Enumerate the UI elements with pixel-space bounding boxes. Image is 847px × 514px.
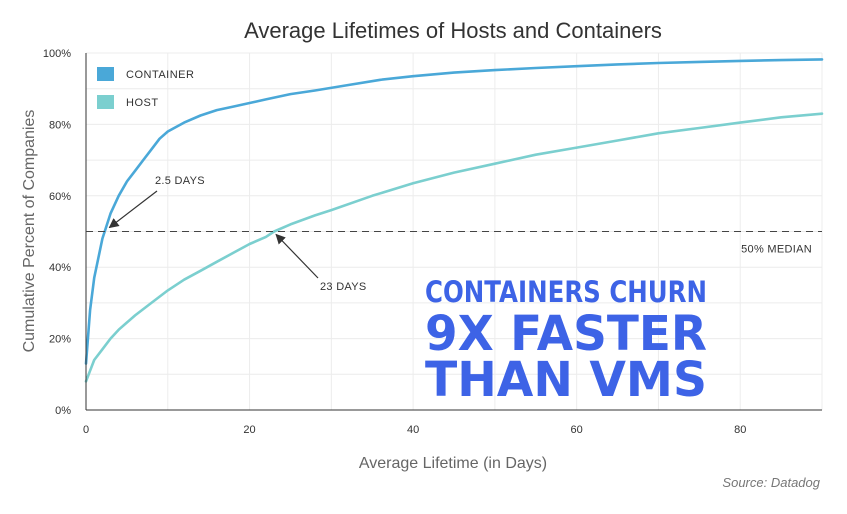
- callout: CONTAINERS CHURN 9X FASTER THAN VMS: [425, 275, 707, 408]
- callout-line-1: CONTAINERS CHURN: [425, 275, 707, 309]
- y-tick-label: 40%: [49, 262, 71, 274]
- y-tick-label: 100%: [43, 48, 71, 60]
- series-line-container: [84, 58, 824, 365]
- annotation-23-days: 23 DAYS: [320, 281, 367, 293]
- legend-swatch-container: [97, 67, 114, 81]
- x-tick-label: 0: [83, 424, 89, 436]
- x-tick-label: 80: [734, 424, 746, 436]
- legend-label-host: HOST: [126, 97, 159, 109]
- y-tick-label: 80%: [49, 119, 71, 131]
- median-label: 50% MEDIAN: [741, 244, 812, 256]
- annotation-arrow-2-5-days: [108, 190, 158, 229]
- x-tick-label: 60: [571, 424, 583, 436]
- x-tick-label: 40: [407, 424, 419, 436]
- annotation-arrow-23-days: [275, 233, 319, 279]
- source-note: Source: Datadog: [722, 475, 820, 490]
- y-tick-label: 20%: [49, 334, 71, 346]
- series-line-host: [84, 112, 824, 383]
- x-tick-label: 20: [243, 424, 255, 436]
- y-tick-label: 0%: [55, 405, 71, 417]
- annotation-2-5-days: 2.5 DAYS: [155, 175, 205, 187]
- x-axis-label: Average Lifetime (in Days): [359, 455, 547, 472]
- legend: CONTAINER HOST: [97, 67, 194, 109]
- chart-title: Average Lifetimes of Hosts and Container…: [244, 18, 662, 43]
- y-ticks: 0% 20% 40% 60% 80% 100%: [43, 48, 71, 417]
- legend-label-container: CONTAINER: [126, 69, 194, 81]
- legend-swatch-host: [97, 95, 114, 109]
- series-layer: [84, 58, 824, 383]
- y-tick-label: 60%: [49, 191, 71, 203]
- x-ticks: 0 20 40 60 80: [83, 424, 746, 436]
- callout-line-2: 9X FASTER: [425, 306, 707, 362]
- callout-line-3: THAN VMS: [425, 352, 707, 408]
- y-axis-label: Cumulative Percent of Companies: [21, 110, 38, 353]
